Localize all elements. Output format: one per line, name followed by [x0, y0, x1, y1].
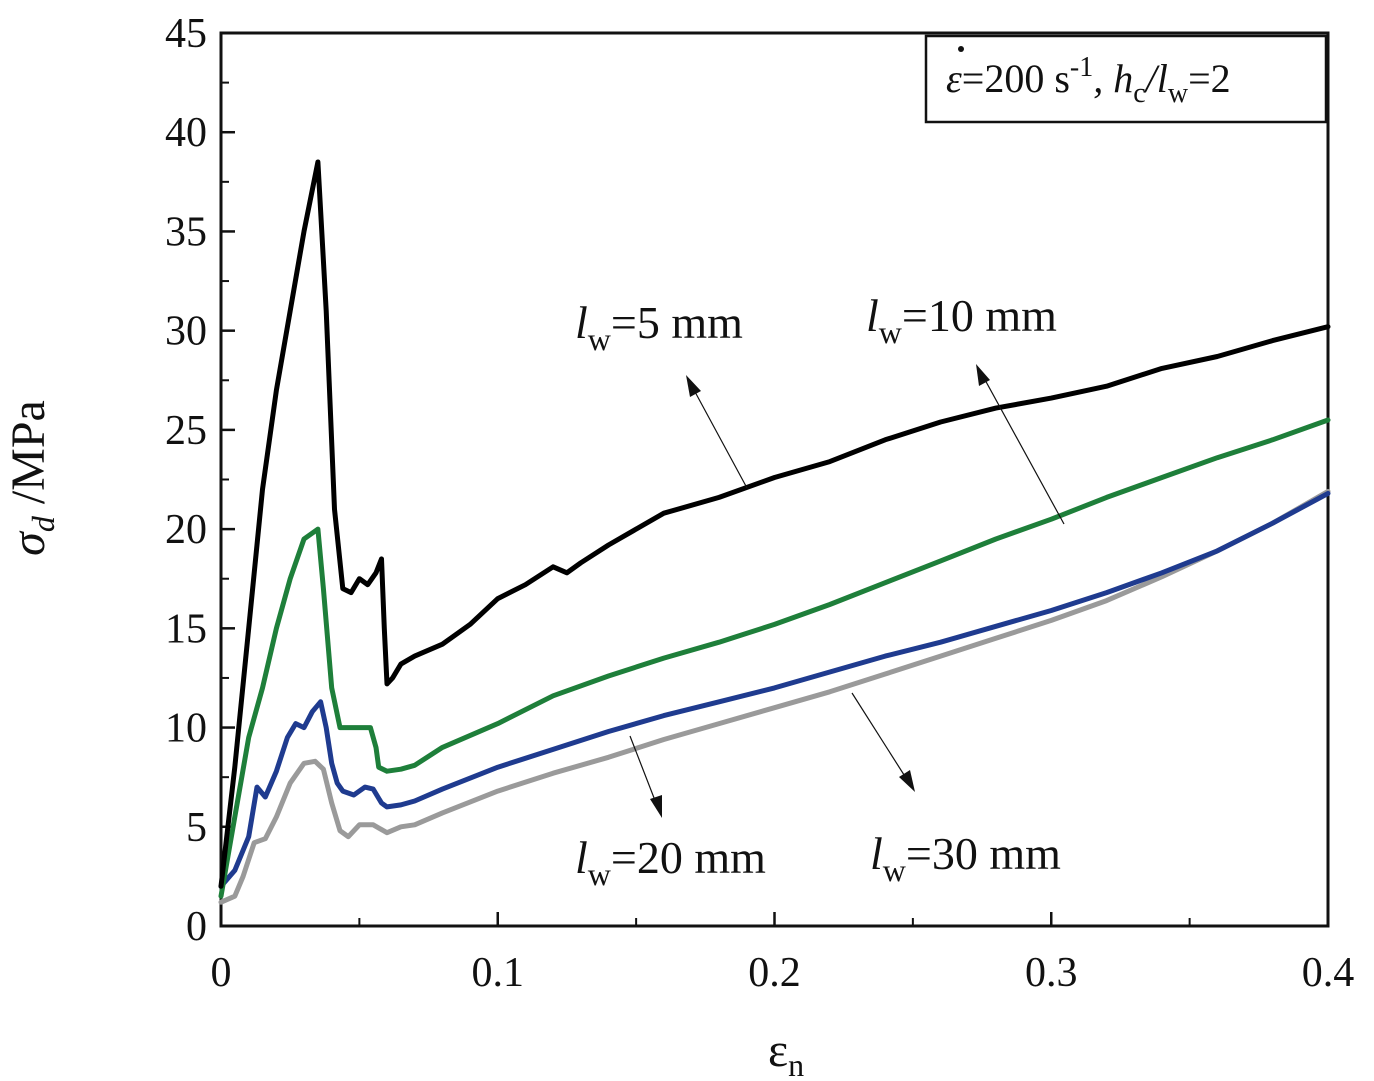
arrow-lw5-head: [686, 375, 701, 397]
arrow-lw20-head: [650, 795, 662, 818]
label-lw10-value: =10 mm: [902, 290, 1057, 341]
series-line-lw10: [218, 417, 1331, 899]
label-lw30: lw=30 mm: [870, 828, 1061, 888]
y-tick-label: 25: [165, 408, 207, 454]
x-tick-label: 0.1: [472, 950, 525, 996]
y-tick-label: 15: [165, 606, 207, 652]
y-axis-unit: /MPa: [2, 400, 55, 516]
x-tick-label: 0.3: [1025, 950, 1078, 996]
series-line-lw20: [218, 490, 1331, 889]
x-tick-label: 0.4: [1302, 950, 1355, 996]
label-lw5-value: =5 mm: [611, 297, 743, 348]
x-axis-title: εn: [768, 1024, 804, 1081]
y-tick-label: 30: [165, 309, 207, 355]
y-tick-label: 45: [165, 11, 207, 57]
label-lw20-main: l: [575, 832, 588, 883]
y-axis-ticks: 0 5 10 15 20 25 30 35 40 45: [165, 11, 235, 950]
x-axis-subscript: n: [788, 1047, 804, 1081]
annotation-rate-exp: -1: [1070, 52, 1093, 83]
x-axis-ticks: 0 0.1 0.2 0.3 0.4: [211, 912, 1355, 996]
y-tick-label: 0: [186, 904, 207, 950]
y-axis-title: σd /MPa: [2, 400, 61, 556]
x-axis-symbol: ε: [768, 1024, 788, 1077]
series-line-lw30: [218, 488, 1331, 905]
arrow-lw10-line: [983, 377, 1065, 525]
annotation-ratio: =2: [1188, 56, 1231, 101]
annotation-text: ε=200 s-1, hc/lw=2: [946, 52, 1231, 109]
arrow-lw10-head: [976, 364, 990, 386]
label-lw5: lw=5 mm: [575, 297, 743, 357]
series-layer: [218, 159, 1331, 905]
y-tick-label: 10: [165, 706, 207, 752]
label-lw10-main: l: [866, 290, 879, 341]
label-lw10: lw=10 mm: [866, 290, 1057, 350]
arrow-lw30-head: [899, 770, 915, 792]
y-tick-label: 20: [165, 507, 207, 553]
label-lw30-main: l: [870, 828, 883, 879]
annotation-box: [924, 34, 1328, 124]
y-tick-label: 40: [165, 110, 207, 156]
annotation-hc-sub: c: [1133, 78, 1145, 109]
arrow-lw5-line: [693, 389, 748, 489]
annotation-dot-icon: [958, 46, 964, 52]
arrow-lw20-line: [629, 735, 657, 804]
y-tick-label: 35: [165, 209, 207, 255]
series-line-lw5: [218, 159, 1331, 889]
label-lw30-value: =30 mm: [906, 828, 1061, 879]
label-lw20-sub: w: [588, 856, 611, 892]
y-axis-subscript: d: [25, 515, 61, 532]
annotation-lw-sub: w: [1168, 78, 1189, 109]
label-lw10-sub: w: [879, 314, 902, 350]
x-tick-label: 0.2: [748, 950, 801, 996]
annotation-epsilon: ε: [946, 56, 962, 101]
label-lw30-sub: w: [883, 852, 906, 888]
label-lw5-sub: w: [588, 321, 611, 357]
y-tick-label: 5: [186, 805, 207, 851]
annotation-lw: /l: [1144, 56, 1168, 101]
y-axis-symbol: σ: [2, 530, 55, 556]
annotation-hc: , h: [1093, 56, 1133, 101]
annotation-rate: =200 s: [962, 56, 1070, 101]
label-lw20-value: =20 mm: [611, 832, 766, 883]
x-tick-label: 0: [211, 950, 232, 996]
arrow-lw30-line: [851, 692, 907, 779]
label-lw20: lw=20 mm: [575, 832, 766, 892]
label-lw5-main: l: [575, 297, 588, 348]
